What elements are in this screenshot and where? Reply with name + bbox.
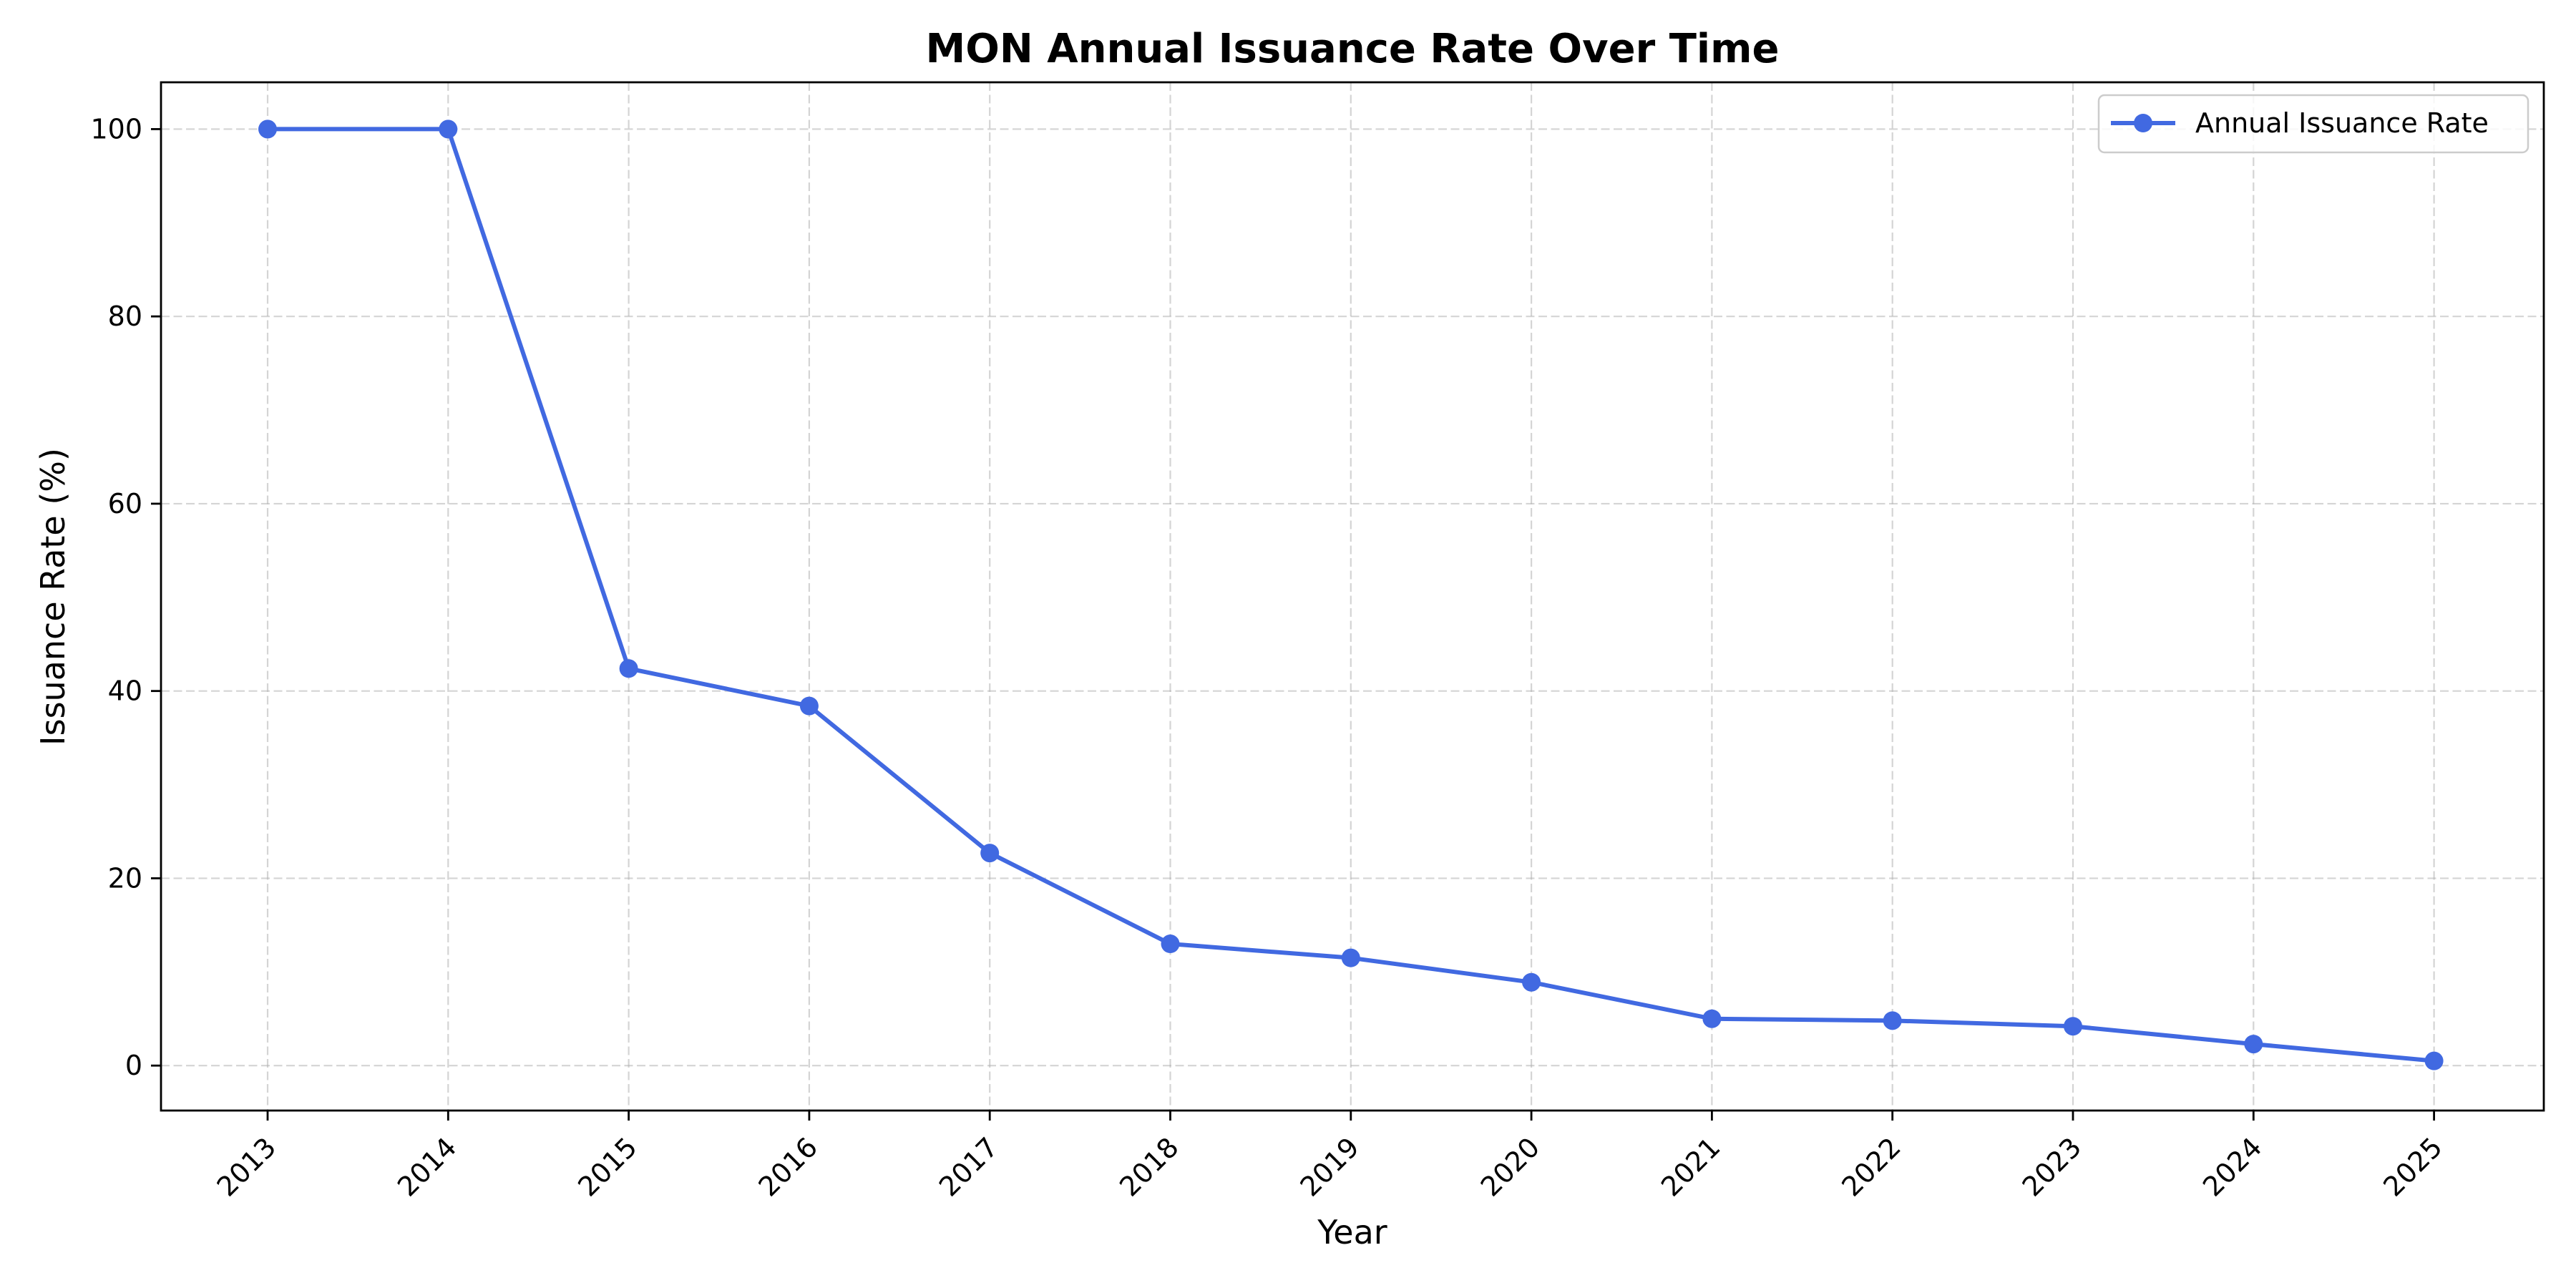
legend-marker-swatch [2134, 114, 2152, 132]
y-tick-label: 20 [108, 862, 142, 894]
x-axis-label: Year [1317, 1213, 1387, 1252]
data-point [1341, 948, 1360, 967]
data-point [1883, 1011, 1902, 1030]
y-tick-label: 40 [108, 675, 142, 707]
legend: Annual Issuance Rate [2097, 94, 2529, 154]
chart-title: MON Annual Issuance Rate Over Time [926, 26, 1780, 72]
data-point [2064, 1017, 2082, 1036]
plot-area-frame [160, 81, 2545, 1112]
data-point [2244, 1035, 2263, 1054]
data-point [619, 659, 638, 678]
data-point [1702, 1009, 1722, 1028]
data-point [439, 119, 458, 139]
y-tick-label: 0 [125, 1050, 142, 1081]
legend-label: Annual Issuance Rate [2195, 107, 2489, 139]
y-tick-label: 100 [90, 113, 142, 145]
data-point [980, 844, 1000, 863]
series-layer [258, 119, 2444, 1070]
y-axis-label: Issuance Rate (%) [34, 448, 72, 746]
y-tick-label: 60 [108, 488, 142, 519]
data-point [1522, 972, 1541, 992]
data-point [2424, 1051, 2444, 1070]
data-point [1161, 935, 1180, 954]
y-axis: 0 20 40 60 80 100 [90, 113, 161, 1081]
y-tick-label: 80 [108, 301, 142, 332]
legend-box [2097, 94, 2529, 154]
data-point [258, 119, 277, 139]
grid-lines [161, 82, 2544, 1111]
data-point [799, 696, 819, 716]
